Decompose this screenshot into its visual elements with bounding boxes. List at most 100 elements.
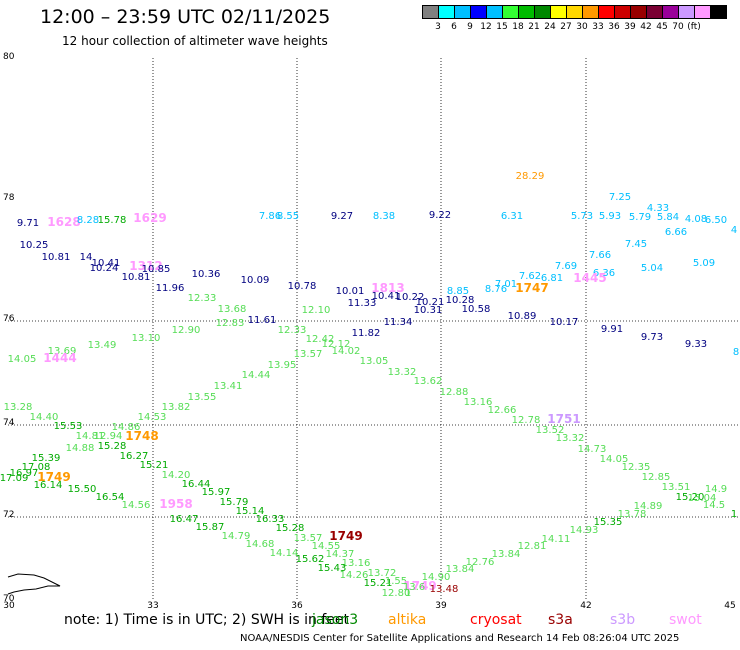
legend-label: 12 [480, 22, 492, 32]
legend-label: 24 [544, 22, 556, 32]
page-title: 12:00 – 23:59 UTC 02/11/2025 [40, 6, 331, 28]
pass-time-label: 1312 [129, 259, 162, 273]
wave-height-value: 12.88 [440, 387, 469, 398]
wave-height-value: 14.68 [246, 539, 275, 550]
wave-height-value: 14.53 [138, 412, 167, 423]
wave-height-value: 15.43 [318, 563, 347, 574]
wave-height-value: 10.41 [92, 258, 121, 269]
wave-height-value: 6.31 [501, 211, 523, 222]
wave-height-value: 15.87 [196, 522, 225, 533]
wave-height-value: 12.66 [488, 405, 517, 416]
wave-height-value: 13.05 [360, 356, 389, 367]
wave-height-value: 14.02 [332, 346, 361, 357]
wave-height-value: 5.79 [629, 212, 651, 223]
wave-height-value: 16.14 [34, 480, 63, 491]
wave-height-value: 13.28 [4, 402, 33, 413]
satellite-s3a: s3a [548, 612, 573, 628]
pass-time-label: 1747 [515, 281, 548, 295]
wave-height-value: 10.22 [396, 292, 425, 303]
wave-height-value: 13.72 [368, 568, 397, 579]
wave-height-value: 13.57 [294, 349, 323, 360]
wave-height-value: 12.81 [518, 541, 547, 552]
wave-height-value: 14.26 [340, 570, 369, 581]
lat-tick-label: 78 [3, 193, 15, 203]
wave-height-value: 12.76 [466, 557, 495, 568]
wave-height-value: 15.14 [236, 506, 265, 517]
legend-swatch [710, 5, 727, 19]
wave-height-value: 8.85 [447, 286, 469, 297]
wave-height-value: 5.73 [571, 211, 593, 222]
wave-height-value: 11.34 [384, 317, 413, 328]
pass-time-label: 1629 [133, 211, 166, 225]
wave-height-value: 15.04 [688, 493, 717, 504]
wave-height-value: 13.69 [48, 346, 77, 357]
wave-height-value: 15.21 [364, 578, 393, 589]
wave-height-value: 16.33 [256, 514, 285, 525]
wave-height-value: 10.01 [336, 286, 365, 297]
wave-height-value: 13.49 [88, 340, 117, 351]
wave-height-value: 10.36 [192, 269, 221, 280]
wave-height-value: 12.33 [278, 325, 307, 336]
legend-label: 3 [435, 22, 441, 32]
wave-height-value: 10.41 [372, 291, 401, 302]
wave-height-value: 14.79 [222, 531, 251, 542]
axis-tick-labels: 30 33 36 39 42 45 80 78 76 74 72 70 [3, 52, 736, 611]
wave-height-value: 14.05 [600, 454, 629, 465]
legend-label: 21 [528, 22, 540, 32]
pass-time-label: 1749 [403, 579, 436, 593]
legend-label: 70 [672, 22, 684, 32]
wave-height-value: 14.55 [312, 541, 341, 552]
wave-height-value: 9.33 [685, 339, 707, 350]
lat-lon-grid [8, 58, 738, 600]
wave-height-value: 12.80 [382, 588, 411, 599]
legend-label: 6 [451, 22, 457, 32]
wave-height-value: 4 [731, 225, 737, 236]
wave-height-value: 13.16 [342, 558, 371, 569]
wave-height-value: 8 [733, 347, 739, 358]
wave-height-value: 14.14 [270, 548, 299, 559]
wave-height-value: 13.41 [214, 381, 243, 392]
wave-height-value: 13.16 [464, 397, 493, 408]
wave-height-value: 10.31 [414, 305, 443, 316]
wave-height-value: 14.9 [705, 484, 727, 495]
wave-height-value: 7.66 [589, 250, 611, 261]
wave-height-value: 10.81 [42, 252, 71, 263]
wave-height-value: 7.86 [259, 211, 281, 222]
wave-height-value: 13.32 [556, 433, 585, 444]
wave-height-value: 12.42 [306, 334, 335, 345]
wave-height-value: 14.89 [634, 501, 663, 512]
wave-height-value: 14.40 [30, 412, 59, 423]
pass-time-label: 1749 [329, 529, 362, 543]
wave-height-value: 13.32 [388, 367, 417, 378]
wave-height-value: 28.29 [516, 171, 545, 182]
wave-height-value: 13.68 [218, 304, 247, 315]
legend-label: 18 [512, 22, 524, 32]
wave-height-value: 11.96 [156, 283, 185, 294]
wave-height-value: 13.6 [403, 582, 425, 593]
legend-label: 15 [496, 22, 508, 32]
coastline [7, 573, 61, 595]
wave-height-value: 13.57 [294, 533, 323, 544]
wave-height-value: 9.73 [641, 332, 663, 343]
wave-height-value: 4.08 [685, 214, 707, 225]
lat-tick-label: 70 [3, 594, 15, 604]
page-subtitle: 12 hour collection of altimeter wave hei… [62, 34, 328, 48]
pass-time-label: 1445 [573, 271, 606, 285]
wave-height-value: 15.28 [276, 523, 305, 534]
satellite-jason3: jason3 [312, 612, 359, 628]
satellite-s3b: s3b [610, 612, 636, 628]
wave-height-value: 14.37 [326, 549, 355, 560]
lon-tick-label: 42 [580, 601, 591, 611]
lat-tick-label: 72 [3, 510, 14, 520]
wave-height-value: 14.44 [242, 370, 271, 381]
wave-height-value: 15.21 [140, 460, 169, 471]
wave-height-value: 10.81 [122, 272, 151, 283]
wave-height-value: 10.28 [446, 295, 475, 306]
wave-height-value: 13.95 [268, 360, 297, 371]
wave-height-value: 10.89 [508, 311, 537, 322]
wave-height-value: 10.17 [550, 317, 579, 328]
wave-height-value: 9.71 [17, 218, 39, 229]
wave-height-value: 13.51 [662, 482, 691, 493]
legend-label: 45 [656, 22, 668, 32]
wave-height-value: 16.47 [170, 514, 199, 525]
